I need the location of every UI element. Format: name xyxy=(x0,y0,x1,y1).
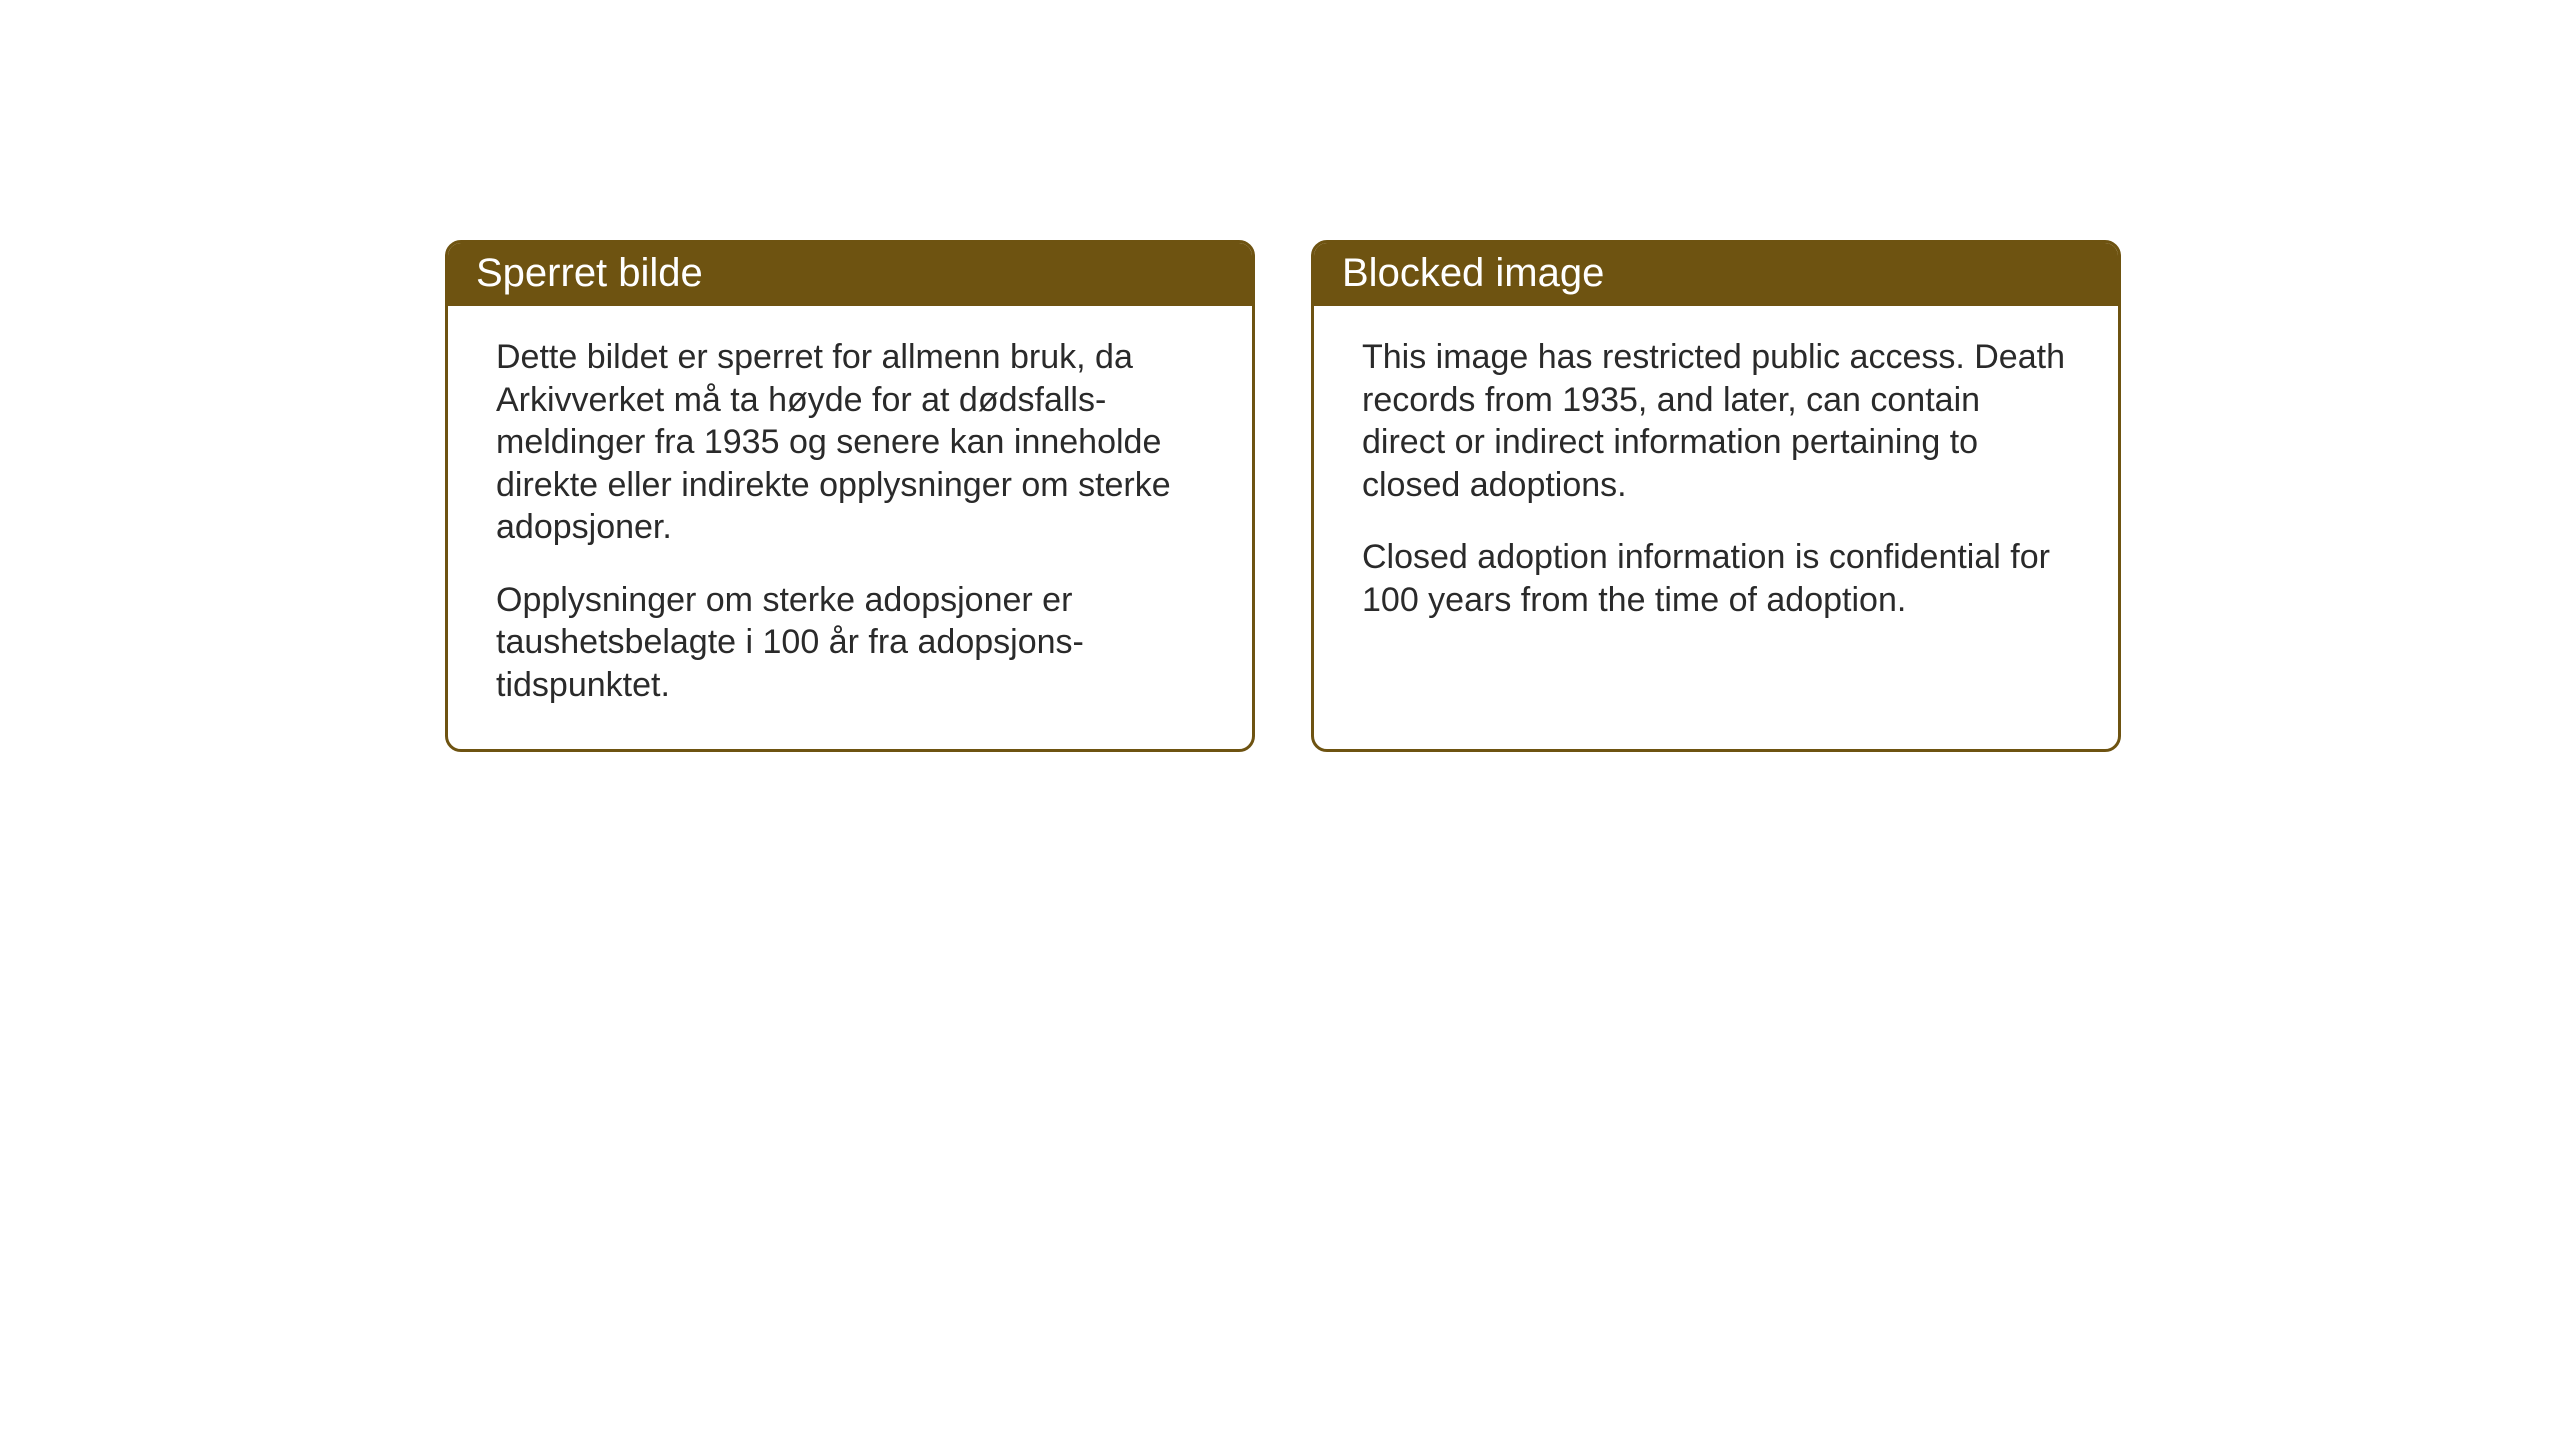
notice-header-english: Blocked image xyxy=(1314,243,2118,306)
notice-header-norwegian: Sperret bilde xyxy=(448,243,1252,306)
notice-paragraph-1-english: This image has restricted public access.… xyxy=(1362,336,2070,506)
notice-paragraph-2-english: Closed adoption information is confident… xyxy=(1362,536,2070,621)
notice-card-english: Blocked image This image has restricted … xyxy=(1311,240,2121,752)
notice-card-norwegian: Sperret bilde Dette bildet er sperret fo… xyxy=(445,240,1255,752)
notice-body-english: This image has restricted public access.… xyxy=(1314,306,2118,661)
notice-paragraph-2-norwegian: Opplysninger om sterke adopsjoner er tau… xyxy=(496,579,1204,707)
notice-body-norwegian: Dette bildet er sperret for allmenn bruk… xyxy=(448,306,1252,746)
notice-container: Sperret bilde Dette bildet er sperret fo… xyxy=(445,240,2121,752)
notice-paragraph-1-norwegian: Dette bildet er sperret for allmenn bruk… xyxy=(496,336,1204,549)
